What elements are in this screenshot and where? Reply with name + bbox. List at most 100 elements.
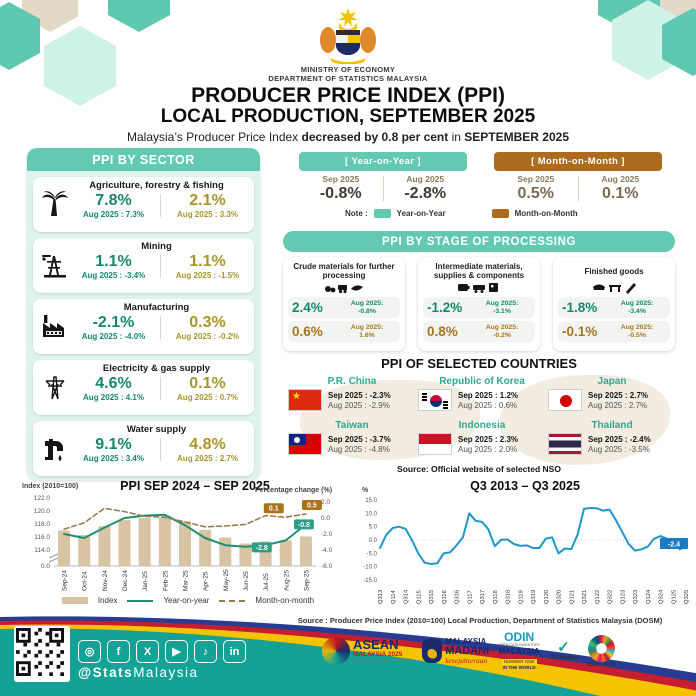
percent-axis-caption: % <box>362 487 369 494</box>
svg-text:Jun-25: Jun-25 <box>243 571 250 591</box>
countries-title: PPI OF SELECTED COUNTRIES <box>381 356 577 371</box>
korea-flag <box>418 389 452 411</box>
mom-header: [ Month-on-Month ] <box>494 152 662 171</box>
svg-text:Q316: Q316 <box>455 590 461 604</box>
sector-mom-prev: Aug 2025 : -1.5% <box>175 271 240 280</box>
stage-card-intermediate: Intermediate materials, supplies & compo… <box>418 257 540 351</box>
svg-text:-4.0: -4.0 <box>321 547 333 554</box>
asean-text: ASEAN <box>353 637 399 653</box>
stage-yoy-prev-label: Aug 2025: <box>485 300 519 307</box>
sector-yoy-prev: Aug 2025 : -4.0% <box>81 332 146 341</box>
quarterly-chart-title: Q3 2013 – Q3 2025 <box>470 479 580 493</box>
monthly-chart-legend: Index Year-on-year Month-on-month <box>20 596 356 605</box>
facebook-icon[interactable]: f <box>107 640 130 663</box>
country-korea: Republic of Korea Sep 2025 : 1.2% Aug 202… <box>418 376 546 411</box>
country-name: Indonesia <box>458 420 506 431</box>
odin-number-one: NUMBER ONE <box>501 658 537 665</box>
sector-card-manufacturing: Manufacturing -2.1% Aug 2025 : -4.0% 0.3%… <box>33 299 254 354</box>
qr-code <box>14 626 70 682</box>
svg-text:Q121: Q121 <box>569 590 575 604</box>
department-name: DEPARTMENT OF STATISTICS MALAYSIA <box>268 74 428 83</box>
country-taiwan: Taiwan Sep 2025 : -3.7% Aug 2025 : -4.8% <box>288 420 416 455</box>
index-legend-label: Index <box>97 596 118 605</box>
stats-malaysia-handle[interactable]: @StatsMalaysia <box>78 665 198 680</box>
world-statistics-day-logo: ✓ 20 October <box>549 640 578 661</box>
sector-yoy-value: 7.8% <box>95 192 132 209</box>
svg-text:0.1: 0.1 <box>269 506 279 513</box>
stage-yoy-prev-label: Aug 2025: <box>350 300 384 307</box>
country-china: P.R. China Sep 2025 : -2.3%Aug 2025 : -2… <box>288 376 416 411</box>
stage-yoy-value: 2.4% <box>292 300 323 315</box>
thailand-flag <box>548 433 582 455</box>
yoy-legend-swatch <box>127 599 154 602</box>
footer-logos: ASEAN MALAYSIA 2025 INCLUSIVITY AND SUST… <box>322 631 692 671</box>
water-tap-icon <box>40 433 70 463</box>
madani-line1: MALAYSIA <box>445 636 487 646</box>
note-label: Note : <box>345 209 368 218</box>
factory-icon <box>40 311 70 341</box>
stage-card-finished: Finished goods -1.8% Aug 2025: -3.4% -0.1%… <box>553 257 675 351</box>
svg-text:Q116: Q116 <box>442 590 448 604</box>
svg-text:Q317: Q317 <box>480 590 486 604</box>
youtube-icon[interactable]: ▶ <box>165 640 188 663</box>
sector-card-water: Water supply 9.1% Aug 2025 : 3.4% 4.8% Aug… <box>33 421 254 476</box>
mom-swatch-label: Month-on-Month <box>514 209 578 218</box>
odin-world: IN THE WORLD <box>502 664 536 670</box>
sector-mom-value: 1.1% <box>189 253 226 270</box>
sector-mom-value: 2.1% <box>189 192 226 209</box>
svg-text:0.5: 0.5 <box>307 503 317 510</box>
country-aug-value: Aug 2025 : -2.9% <box>328 400 390 410</box>
sector-mom-prev: Aug 2025 : 3.3% <box>177 210 238 219</box>
yoy-aug-label: Aug 2025 <box>406 174 445 184</box>
svg-text:Q314: Q314 <box>404 589 410 604</box>
svg-text:116.0: 116.0 <box>34 534 50 541</box>
components-icons <box>423 280 535 294</box>
svg-text:15.0: 15.0 <box>365 498 377 504</box>
mom-legend-swatch <box>219 599 246 602</box>
svg-text:-2.8: -2.8 <box>256 545 268 552</box>
sector-name: Agriculture, forestry & fishing <box>89 180 224 191</box>
sector-yoy-value: -2.1% <box>92 314 135 331</box>
svg-text:-0.8: -0.8 <box>298 522 310 529</box>
svg-text:118.0: 118.0 <box>34 521 50 528</box>
odin-logo: ODIN OPEN DATA INVENTORY MALAYSIA NUMBER… <box>498 631 541 671</box>
stage-yoy-value: -1.8% <box>562 300 598 315</box>
yoy-header: [ Year-on-Year ] <box>299 152 467 171</box>
sector-card-mining: Mining 1.1% Aug 2025 : -3.4% 1.1% Aug 2025… <box>33 238 254 293</box>
svg-text:Q313: Q313 <box>378 590 384 604</box>
transmission-tower-icon <box>40 372 70 402</box>
svg-text:-6.0: -6.0 <box>321 563 333 570</box>
tiktok-icon[interactable]: ♪ <box>194 640 217 663</box>
svg-text:Jul-25: Jul-25 <box>263 573 270 591</box>
index-legend-swatch <box>61 597 88 604</box>
malaysia-madani-logo: MALAYSIA MADANI kesejahteraan <box>422 636 490 665</box>
svg-text:Q323: Q323 <box>633 590 639 604</box>
country-aug-value: Aug 2025 : -3.5% <box>588 444 650 454</box>
hex-decoration <box>108 0 170 32</box>
svg-text:2.0: 2.0 <box>321 499 330 506</box>
asean-logo: ASEAN MALAYSIA 2025 INCLUSIVITY AND SUST… <box>322 637 414 666</box>
svg-text:Feb-25: Feb-25 <box>162 570 169 591</box>
x-icon[interactable]: X <box>136 640 159 663</box>
svg-text:-2.0: -2.0 <box>321 531 333 538</box>
svg-text:Nov-24: Nov-24 <box>102 570 109 591</box>
svg-text:Q318: Q318 <box>506 590 512 604</box>
svg-text:Q315: Q315 <box>429 590 435 604</box>
svg-text:Q122: Q122 <box>595 590 601 604</box>
odin-subtitle: OPEN DATA INVENTORY <box>498 643 541 647</box>
sector-panel-title: PPI BY SECTOR <box>27 148 260 171</box>
linkedin-icon[interactable]: in <box>223 640 246 663</box>
mom-aug-value: 0.1% <box>602 185 639 202</box>
finished-goods-icons <box>558 280 670 294</box>
sector-yoy-value: 4.6% <box>95 375 132 392</box>
yoy-swatch <box>373 209 391 218</box>
svg-text:Q124: Q124 <box>646 589 652 604</box>
svg-text:-15.0: -15.0 <box>363 578 377 584</box>
asean-tagline: INCLUSIVITY AND SUSTAINABILITY <box>353 658 414 663</box>
headline-pre: Malaysia’s Producer Price Index <box>126 130 302 144</box>
sdg-wheel-icon <box>587 634 615 662</box>
instagram-icon[interactable]: ◎ <box>78 640 101 663</box>
svg-text:Q114: Q114 <box>391 589 397 604</box>
madani-line2: MADANI <box>445 644 490 657</box>
